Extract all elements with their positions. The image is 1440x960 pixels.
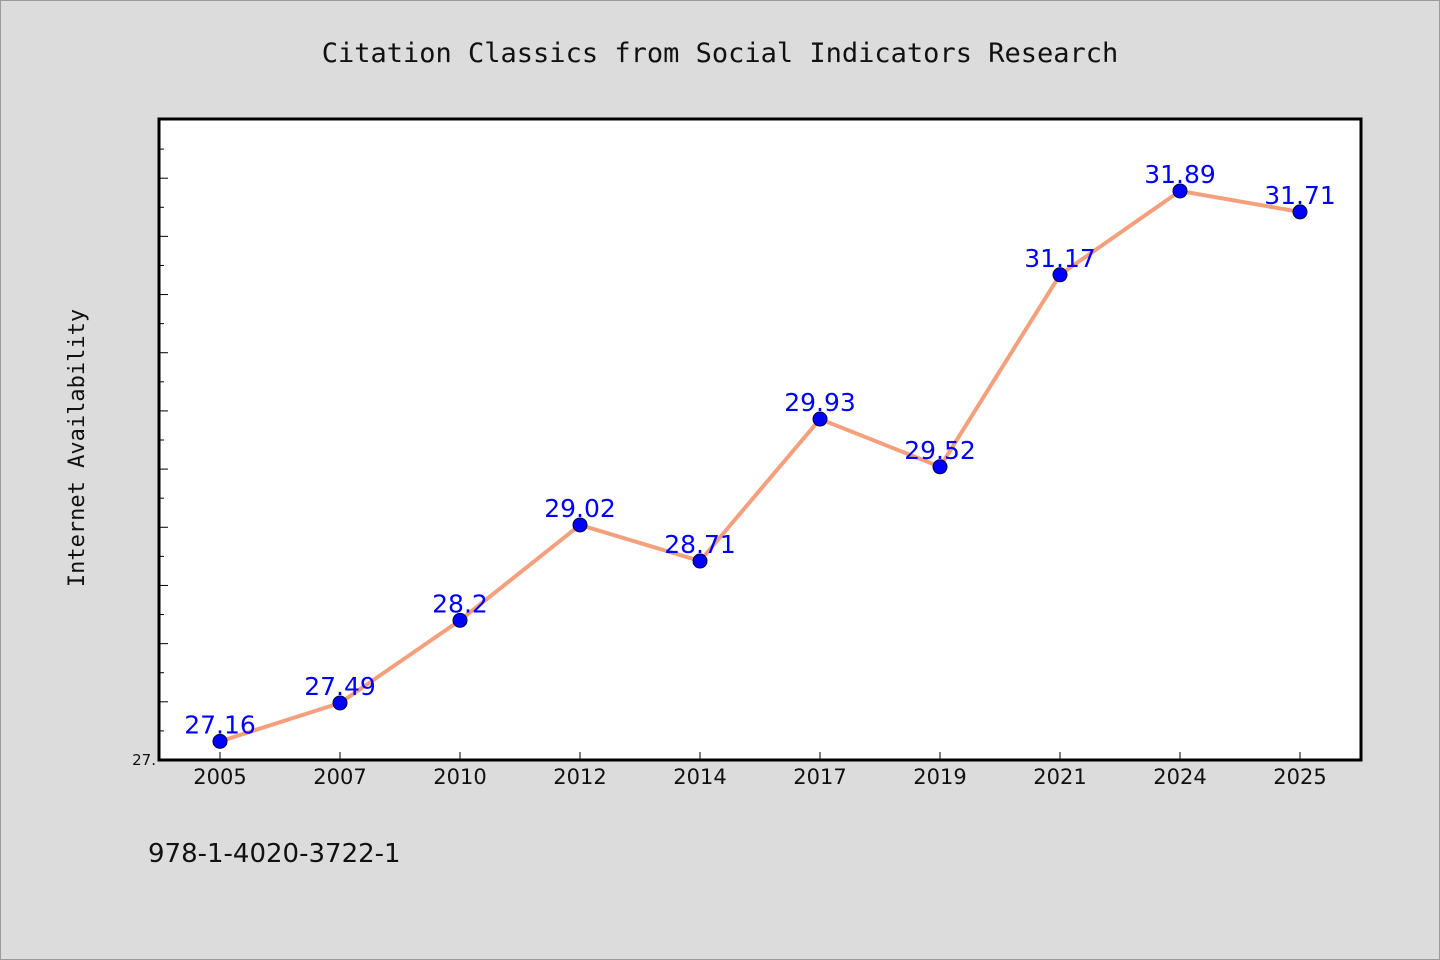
x-tick-label: 2025 <box>1273 765 1326 789</box>
data-label: 28.71 <box>664 530 736 559</box>
chart-title: Citation Classics from Social Indicators… <box>322 38 1119 69</box>
data-point <box>692 553 708 569</box>
data-label: 31.17 <box>1024 244 1096 273</box>
y-tick-label: 27. <box>132 751 156 769</box>
y-axis-ticks: 27. <box>132 148 168 769</box>
y-axis-label: Internet Availability <box>65 309 90 587</box>
footnote: 978-1-4020-3722-1 <box>148 839 401 869</box>
data-point <box>452 612 468 628</box>
x-tick-label: 2017 <box>793 765 846 789</box>
data-label: 28.2 <box>432 589 488 618</box>
x-tick-label: 2007 <box>313 765 366 789</box>
data-point <box>1292 204 1308 220</box>
data-label: 29.52 <box>904 436 976 465</box>
data-point <box>932 459 948 475</box>
x-tick-label: 2019 <box>913 765 966 789</box>
x-tick-label: 2012 <box>553 765 606 789</box>
x-tick-label: 2005 <box>193 765 246 789</box>
x-tick-label: 2010 <box>433 765 486 789</box>
data-label: 29.93 <box>784 388 856 417</box>
data-label: 27.16 <box>184 710 256 739</box>
data-point <box>812 411 828 427</box>
data-label: 31.89 <box>1144 160 1216 189</box>
data-point <box>1172 183 1188 199</box>
plot-area <box>157 117 1363 762</box>
x-tick-label: 2024 <box>1153 765 1206 789</box>
series-line <box>218 188 1302 744</box>
data-point <box>1052 267 1068 283</box>
x-tick-label: 2021 <box>1033 765 1086 789</box>
data-point <box>212 733 228 749</box>
data-point <box>332 695 348 711</box>
series-layer: 27.16 27.49 28.2 29.02 28.71 29.93 29.52 31.17 3… <box>184 160 1336 749</box>
x-axis-ticks: 2005 2007 2010 2012 2014 2017 2019 2021 2024 2025 <box>193 752 1327 789</box>
data-point <box>572 517 588 533</box>
x-tick-label: 2014 <box>673 765 726 789</box>
data-label: 31.71 <box>1264 181 1336 210</box>
data-label: 27.49 <box>304 672 376 701</box>
data-label: 29.02 <box>544 494 616 523</box>
